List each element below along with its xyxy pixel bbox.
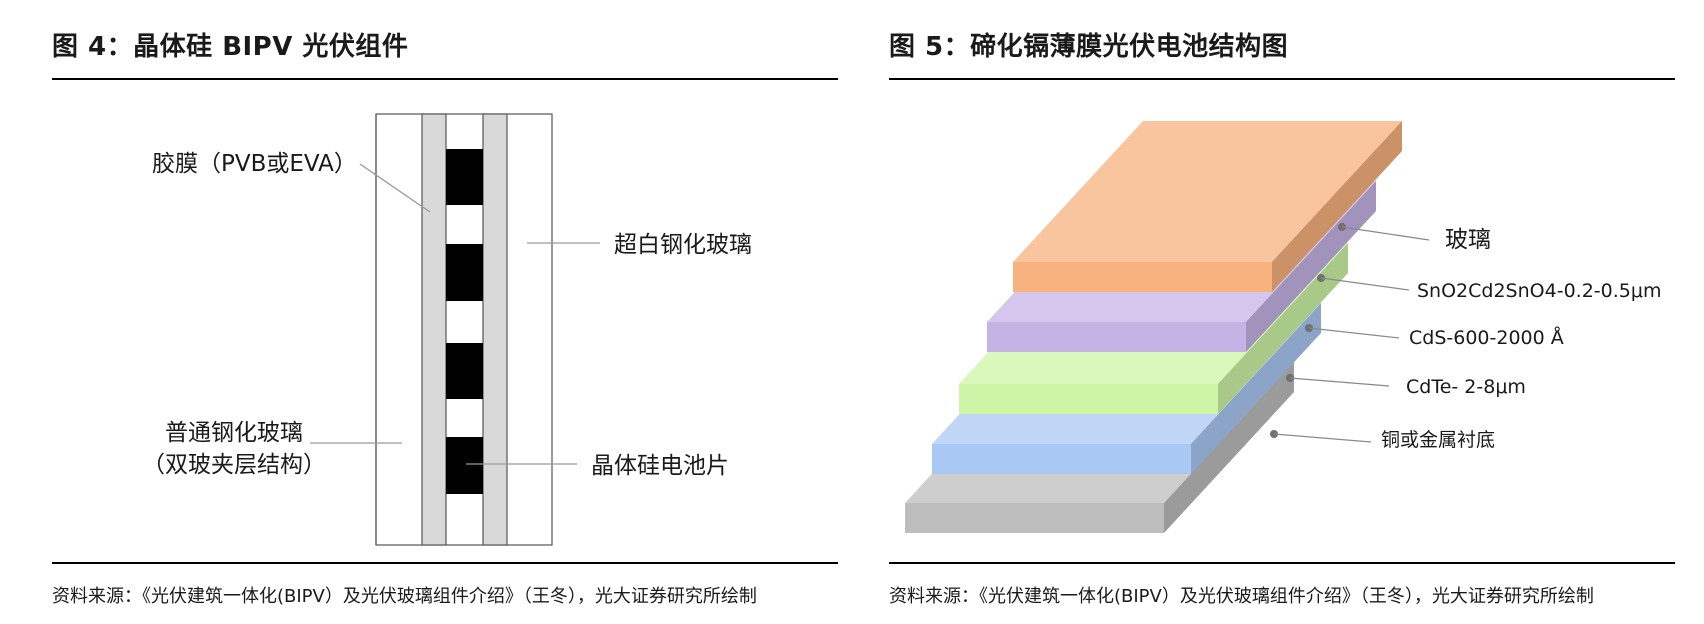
figure-4-panel: 图 4：晶体硅 BIPV 光伏组件 胶膜（PVB或EVA） 超白钢化玻璃 普通钢… (52, 0, 838, 624)
figure-4-source: 资料来源：《光伏建筑一体化(BIPV）及光伏玻璃组件介绍》（王冬），光大证券研究… (52, 586, 757, 607)
figure-5-title: 图 5：碲化镉薄膜光伏电池结构图 (889, 32, 1289, 62)
bottom-rule (889, 562, 1675, 564)
silicon-cell-4 (446, 437, 483, 494)
layer-5-front-face (905, 503, 1164, 533)
figure-5-panel: 图 5：碲化镉薄膜光伏电池结构图 玻璃 SnO2Cd2SnO4-0.2-0.5μm… (889, 0, 1675, 624)
silicon-cell-2 (446, 244, 483, 301)
ultra-white-glass-label: 超白钢化玻璃 (614, 232, 752, 258)
film-label: 胶膜（PVB或EVA） (152, 151, 357, 177)
figure-5-source: 资料来源：《光伏建筑一体化(BIPV）及光伏玻璃组件介绍》（王冬），光大证券研究… (889, 586, 1594, 607)
layer-5-leader-line (1273, 433, 1372, 443)
layer-1-leader-line (1341, 226, 1430, 241)
layer-1-label: 玻璃 (1445, 227, 1491, 253)
cdte-cell-diagram: 玻璃 SnO2Cd2SnO4-0.2-0.5μm CdS-600-2000 Å CdT… (905, 121, 1661, 533)
top-rule (889, 78, 1675, 80)
layer-3-side-face (1218, 243, 1348, 414)
layer-1-front-face (1013, 262, 1272, 292)
layer-1-top-face (1013, 121, 1402, 262)
bipv-module-diagram: 胶膜（PVB或EVA） 超白钢化玻璃 普通钢化玻璃 （双玻夹层结构） 晶体硅电池… (142, 113, 752, 546)
layer-2-label: SnO2Cd2SnO4-0.2-0.5μm (1417, 280, 1661, 302)
film-strip-left (421, 113, 447, 546)
silicon-cell-1 (446, 149, 483, 205)
ordinary-glass-label-line1: 普通钢化玻璃 (165, 420, 303, 446)
layer-5-side-face (1164, 362, 1294, 533)
figure-4-title: 图 4：晶体硅 BIPV 光伏组件 (52, 32, 409, 62)
layer-2-front-face (987, 322, 1246, 352)
silicon-cell-label: 晶体硅电池片 (591, 453, 729, 479)
layer-1-slab (1013, 121, 1402, 292)
silicon-cell-3 (446, 343, 483, 399)
layer-4-label: CdTe- 2-8μm (1406, 376, 1526, 398)
film-strip-right (482, 113, 508, 546)
layer-3-leader-line (1308, 327, 1400, 339)
ordinary-glass-label-line2: （双玻夹层结构） (142, 452, 326, 478)
layer-4-side-face (1191, 303, 1321, 474)
layer-3-front-face (959, 384, 1218, 414)
layer-1-side-face (1272, 121, 1402, 292)
bottom-rule (52, 562, 838, 564)
layer-3-label: CdS-600-2000 Å (1409, 326, 1564, 349)
layer-4-front-face (932, 444, 1191, 474)
layer-5-label: 铜或金属衬底 (1381, 429, 1495, 451)
top-rule (52, 78, 838, 80)
layer-2-leader-line (1320, 277, 1410, 291)
film-leader-line (359, 163, 431, 213)
layer-4-leader-line (1289, 377, 1390, 387)
